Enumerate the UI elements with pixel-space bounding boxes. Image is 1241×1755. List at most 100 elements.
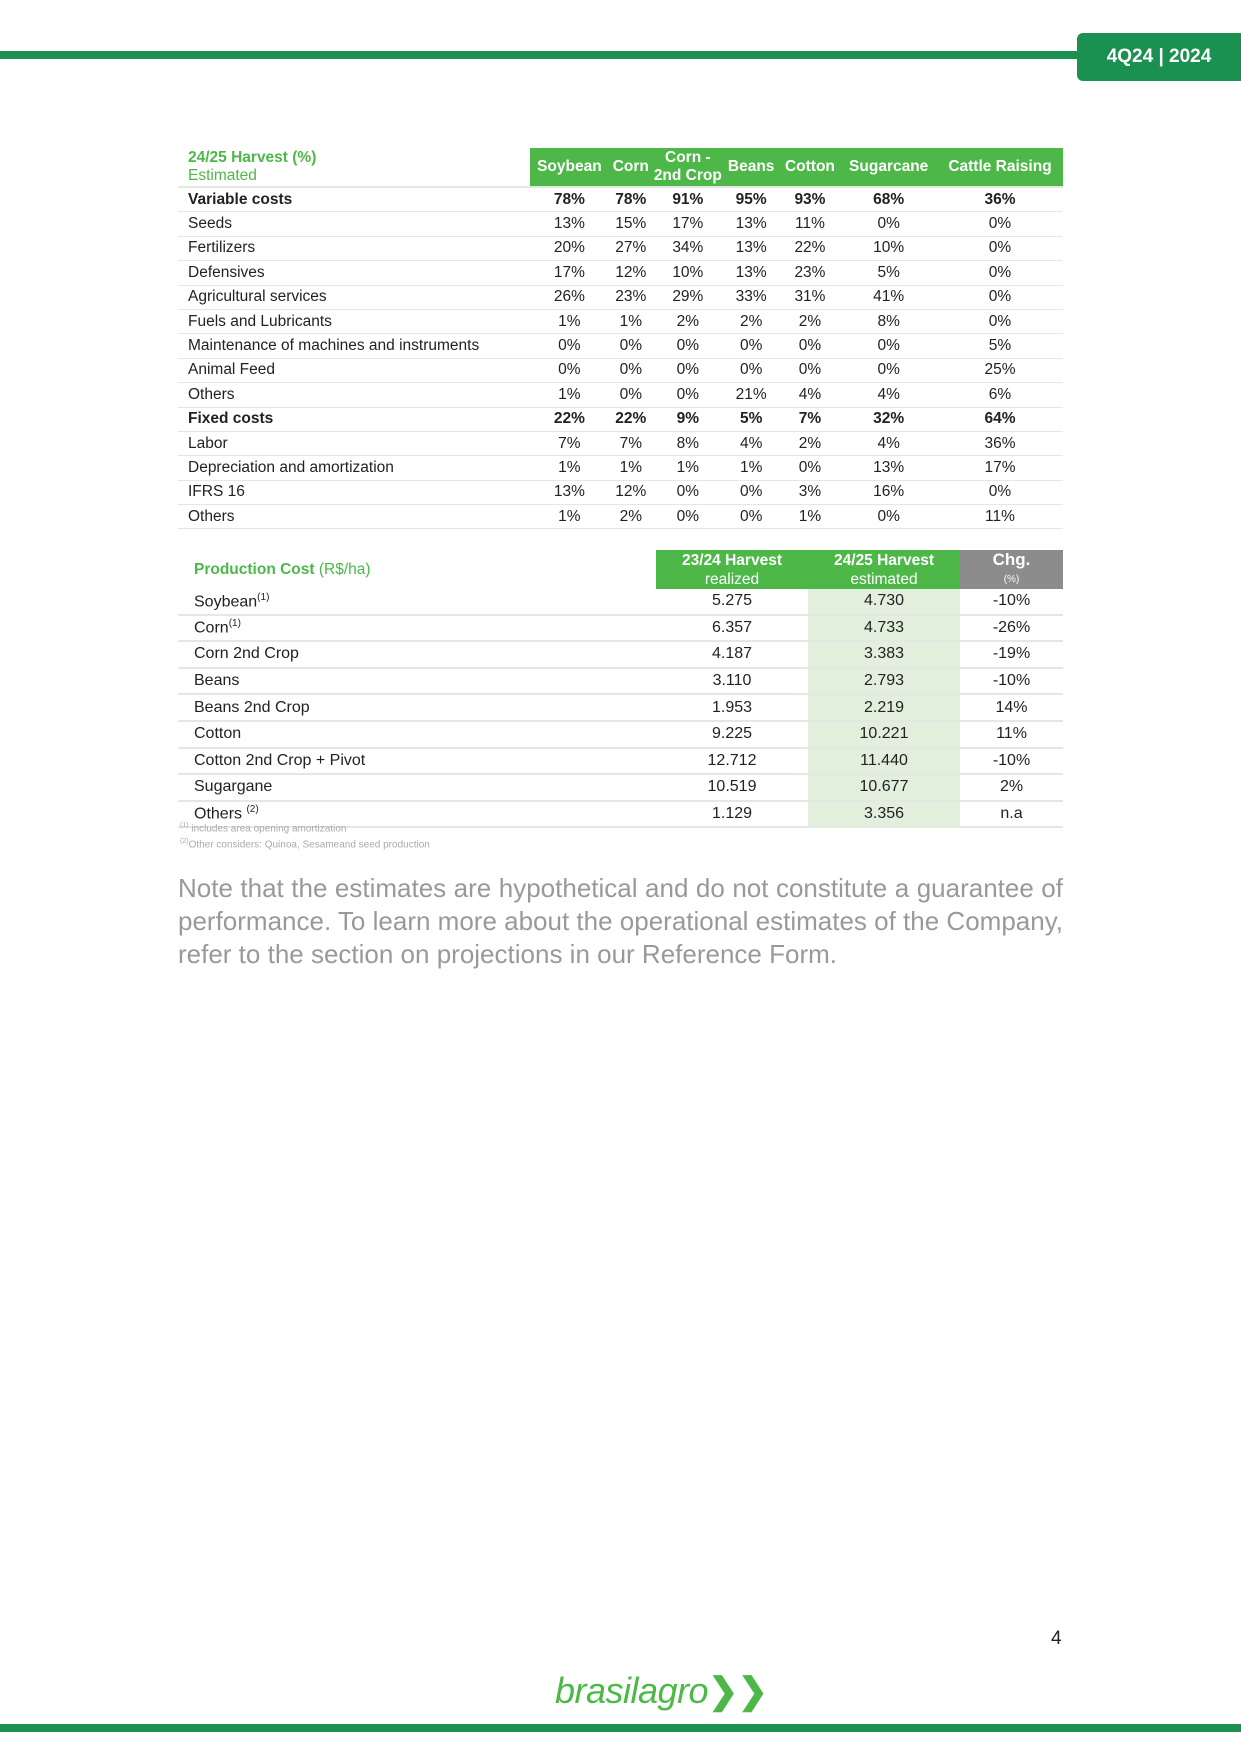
crop-name: Corn 2nd Crop [194,645,299,663]
table-row: Others (2) 1.129 3.356 n.a [178,800,1063,829]
crop-name: Beans [194,672,240,690]
cell-value: 95% [722,187,780,213]
estimated-value: 3.356 [808,800,960,829]
cell-value: 12% [608,480,653,506]
change-value: -10% [960,667,1063,696]
table-row: Beans 2nd Crop 1.953 2.219 14% [178,694,1063,722]
cell-value: 0% [936,260,1063,286]
cell-value: 13% [530,211,609,237]
row-label: Animal Feed [178,358,530,384]
table-row: Maintenance of machines and instruments 0… [178,333,1063,359]
cell-value: 0% [936,236,1063,262]
estimated-value: 2.793 [808,667,960,696]
estimated-value: 10.677 [808,774,960,802]
change-value: -26% [960,614,1063,643]
column-header: Cattle Raising [936,148,1063,187]
row-label: Others (2) [178,800,656,829]
cell-value: 9% [652,407,723,432]
table-row: Variable costs 78% 78% 91% 95% 93% 68% 36% [178,187,1063,213]
cell-value: 13% [722,236,780,262]
cost-breakdown-table: 24/25 Harvest (%) Estimated Soybean Corn Co… [178,148,1063,530]
row-label: Fertilizers [178,236,530,262]
cell-value: 22% [779,236,841,262]
cell-value: 23% [779,260,841,286]
cell-value: 1% [530,382,609,408]
cell-value: 91% [652,187,723,213]
column-header: Corn - 2nd Crop [652,148,723,187]
table-row: Fuels and Lubricants 1% 1% 2% 2% 2% 8% 0% [178,309,1063,335]
cell-value: 10% [652,260,723,286]
row-label: Sugargane [178,774,656,802]
cell-value: 0% [722,358,780,384]
cell-value: 4% [840,431,937,457]
cell-value: 34% [652,236,723,262]
change-value: -10% [960,589,1063,616]
change-value: -10% [960,747,1063,776]
table-row: Labor 7% 7% 8% 4% 2% 4% 36% [178,431,1063,457]
cell-value: 7% [608,431,653,457]
row-label: Agricultural services [178,285,530,310]
cell-value: 0% [722,333,780,359]
cell-value: 4% [779,382,841,408]
cell-value: 93% [779,187,841,213]
cell-value: 17% [530,260,609,286]
cell-value: 0% [608,333,653,359]
cell-value: 2% [779,309,841,335]
cell-value: 5% [936,333,1063,359]
table-row: Fertilizers 20% 27% 34% 13% 22% 10% 0% [178,236,1063,262]
column-header: Soybean [530,148,609,187]
row-label: Fixed costs [178,407,530,432]
cell-value: 17% [936,455,1063,481]
cell-value: 0% [779,455,841,481]
cell-value: 2% [779,431,841,457]
cell-value: 17% [652,211,723,237]
crop-name: Soybean [194,592,258,610]
cell-value: 78% [530,187,609,213]
row-label: Labor [178,431,530,457]
crop-name: Beans 2nd Crop [194,698,310,716]
row-label: Maintenance of machines and instruments [178,333,530,359]
row-label: Others [178,504,530,530]
change-value: n.a [960,800,1063,829]
column-header-estimated: 24/25 Harvest estimated [808,550,960,589]
cell-value: 7% [530,431,609,457]
cell-value: 0% [652,382,723,408]
row-label: Cotton [178,720,656,749]
change-value: -19% [960,641,1063,669]
footnote-ref: (1) [228,618,241,630]
row-label: Defensives [178,260,530,286]
column-header: Beans [722,148,780,187]
cell-value: 0% [652,333,723,359]
table-row: Beans 3.110 2.793 -10% [178,667,1063,696]
cell-value: 32% [840,407,937,432]
realized-value: 9.225 [656,720,808,749]
realized-value: 5.275 [656,589,808,616]
cell-value: 1% [779,504,841,530]
crop-name: Cotton 2nd Crop + Pivot [194,751,366,769]
table-row: Agricultural services 26% 23% 29% 33% 31% 41% 0… [178,285,1063,310]
cell-value: 0% [608,358,653,384]
cell-value: 78% [608,187,653,213]
cell-value: 13% [722,260,780,286]
cell-value: 2% [608,504,653,530]
footer-bar [0,1724,1241,1732]
table-row: Animal Feed 0% 0% 0% 0% 0% 0% 25% [178,358,1063,384]
cell-value: 4% [722,431,780,457]
cell-value: 0% [779,358,841,384]
header-bar [0,51,1100,59]
table-row: Others 1% 0% 0% 21% 4% 4% 6% [178,382,1063,408]
cell-value: 10% [840,236,937,262]
cell-value: 1% [652,455,723,481]
table-row: Defensives 17% 12% 10% 13% 23% 5% 0% [178,260,1063,286]
cell-value: 31% [779,285,841,310]
table-row: IFRS 16 13% 12% 0% 0% 3% 16% 0% [178,480,1063,506]
estimated-value: 4.730 [808,589,960,616]
cell-value: 12% [608,260,653,286]
cell-value: 0% [608,382,653,408]
cell-value: 21% [722,382,780,408]
row-label: IFRS 16 [178,480,530,506]
brasilagro-logo: brasilagro❯❯ [555,1670,768,1711]
row-label: Corn 2nd Crop [178,641,656,669]
cell-value: 1% [608,455,653,481]
column-header: Corn [608,148,653,187]
